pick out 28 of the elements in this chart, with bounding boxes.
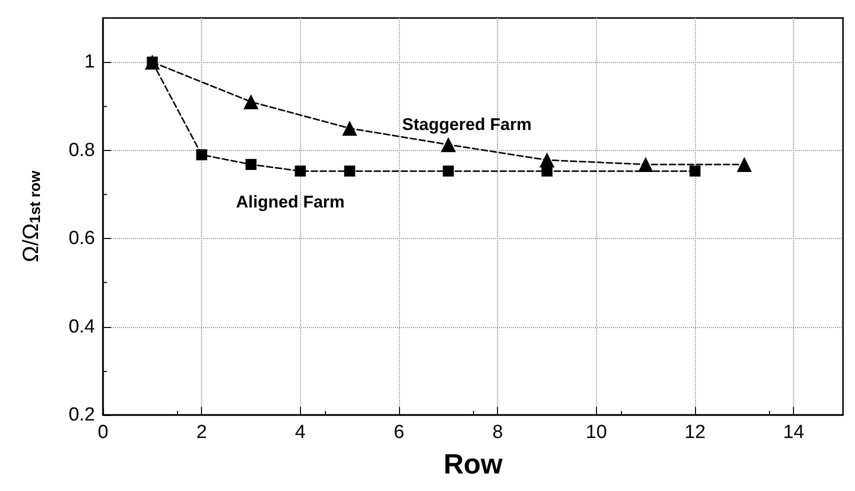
x-tick-label: 14 <box>783 422 805 443</box>
y-tick-label: 0.4 <box>68 316 96 338</box>
x-tick-label: 4 <box>295 422 306 443</box>
y-tick-label: 0.8 <box>68 140 95 161</box>
series-label: Staggered Farm <box>402 114 532 134</box>
point <box>440 137 456 152</box>
y-tick-label: 1 <box>84 52 95 73</box>
point <box>244 94 258 110</box>
x-tick-label: 10 <box>586 422 607 443</box>
point <box>736 156 752 172</box>
y-axis-title: Ω/Ω1st row <box>18 170 44 262</box>
x-tick-label: 8 <box>492 422 503 443</box>
point <box>246 158 256 170</box>
x-axis-title: Row <box>443 448 503 480</box>
point <box>638 156 654 172</box>
point <box>342 120 358 136</box>
x-tick-label: 6 <box>394 422 404 443</box>
point <box>344 166 356 177</box>
y-tick-label: 0.6 <box>68 228 95 250</box>
point <box>690 166 700 177</box>
point <box>196 149 208 160</box>
series-label: Aligned Farm <box>236 192 345 212</box>
x-tick-label: 0 <box>98 422 108 443</box>
point <box>442 166 454 177</box>
y-tick-label: 0.2 <box>68 404 95 426</box>
x-tick-label: 2 <box>196 422 207 443</box>
point <box>294 166 306 177</box>
x-tick-label: 12 <box>684 422 706 443</box>
